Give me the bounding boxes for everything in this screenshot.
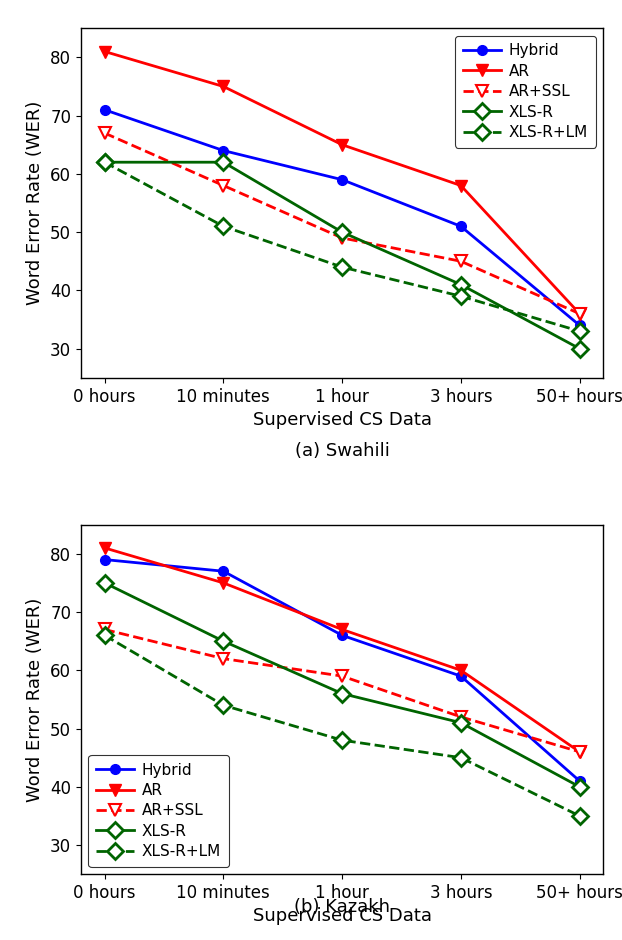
Hybrid (338, 630, 346, 641)
XLS-R (101, 157, 108, 168)
XLS-R (338, 227, 346, 238)
XLS-R (338, 688, 346, 699)
AR (457, 665, 465, 676)
XLS-R (220, 635, 227, 647)
AR+SSL (338, 232, 346, 243)
XLS-R+LM (457, 752, 465, 763)
XLS-R (220, 157, 227, 168)
Line: XLS-R+LM: XLS-R+LM (99, 157, 585, 337)
Line: AR+SSL: AR+SSL (99, 624, 585, 758)
Y-axis label: Word Error Rate (WER): Word Error Rate (WER) (27, 597, 44, 802)
Line: Hybrid: Hybrid (100, 105, 585, 330)
Line: AR: AR (99, 46, 585, 320)
AR (101, 46, 108, 57)
AR+SSL (101, 624, 108, 635)
Y-axis label: Word Error Rate (WER): Word Error Rate (WER) (27, 101, 44, 306)
Line: XLS-R+LM: XLS-R+LM (99, 630, 585, 822)
XLS-R (576, 343, 583, 354)
Legend: Hybrid, AR, AR+SSL, XLS-R, XLS-R+LM: Hybrid, AR, AR+SSL, XLS-R, XLS-R+LM (88, 755, 229, 867)
Hybrid (220, 145, 227, 156)
XLS-R+LM (576, 810, 583, 822)
XLS-R+LM (101, 157, 108, 168)
AR (220, 81, 227, 92)
XLS-R (576, 781, 583, 792)
Text: (b) Kazakh: (b) Kazakh (294, 898, 390, 916)
XLS-R+LM (457, 290, 465, 302)
AR+SSL (457, 712, 465, 723)
Text: (a) Swahili: (a) Swahili (295, 442, 389, 461)
AR+SSL (457, 256, 465, 267)
X-axis label: Supervised CS Data: Supervised CS Data (253, 907, 432, 926)
XLS-R+LM (220, 221, 227, 232)
Hybrid (220, 566, 227, 577)
Line: AR: AR (99, 542, 585, 758)
AR (338, 139, 346, 150)
Line: AR+SSL: AR+SSL (99, 128, 585, 320)
AR (101, 542, 108, 554)
Line: Hybrid: Hybrid (100, 555, 585, 786)
AR (338, 624, 346, 635)
XLS-R+LM (220, 699, 227, 711)
Hybrid (457, 221, 465, 232)
AR+SSL (338, 670, 346, 681)
AR+SSL (576, 308, 583, 320)
Line: XLS-R: XLS-R (99, 157, 585, 354)
AR+SSL (220, 653, 227, 665)
Legend: Hybrid, AR, AR+SSL, XLS-R, XLS-R+LM: Hybrid, AR, AR+SSL, XLS-R, XLS-R+LM (455, 36, 596, 148)
X-axis label: Supervised CS Data: Supervised CS Data (253, 411, 432, 429)
AR+SSL (220, 180, 227, 191)
AR (576, 746, 583, 758)
XLS-R+LM (101, 630, 108, 641)
XLS-R (457, 279, 465, 290)
XLS-R+LM (338, 261, 346, 273)
XLS-R+LM (576, 325, 583, 337)
XLS-R (457, 717, 465, 728)
AR+SSL (101, 128, 108, 139)
AR (457, 180, 465, 191)
AR+SSL (576, 746, 583, 758)
XLS-R+LM (338, 734, 346, 745)
Hybrid (576, 320, 583, 331)
Line: XLS-R: XLS-R (99, 577, 585, 792)
XLS-R (101, 577, 108, 588)
Hybrid (457, 670, 465, 681)
AR (220, 577, 227, 588)
Hybrid (101, 104, 108, 116)
Hybrid (101, 554, 108, 565)
Hybrid (338, 174, 346, 185)
Hybrid (576, 776, 583, 787)
AR (576, 308, 583, 320)
